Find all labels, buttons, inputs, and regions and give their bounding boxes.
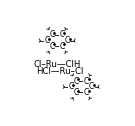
Text: C: C	[73, 88, 79, 97]
Text: C: C	[84, 76, 89, 86]
Text: C: C	[68, 82, 74, 91]
Text: C: C	[73, 76, 79, 86]
Text: Cl–Ru—ClH: Cl–Ru—ClH	[33, 60, 81, 69]
Text: C: C	[65, 36, 70, 45]
Text: C: C	[60, 30, 65, 39]
Text: C: C	[89, 82, 94, 91]
Text: HCl—Ru–Cl: HCl—Ru–Cl	[37, 67, 84, 76]
Text: C: C	[84, 88, 89, 97]
Text: C: C	[49, 42, 55, 51]
Text: C: C	[49, 30, 55, 39]
Text: C: C	[60, 42, 65, 51]
Text: C: C	[44, 36, 50, 45]
